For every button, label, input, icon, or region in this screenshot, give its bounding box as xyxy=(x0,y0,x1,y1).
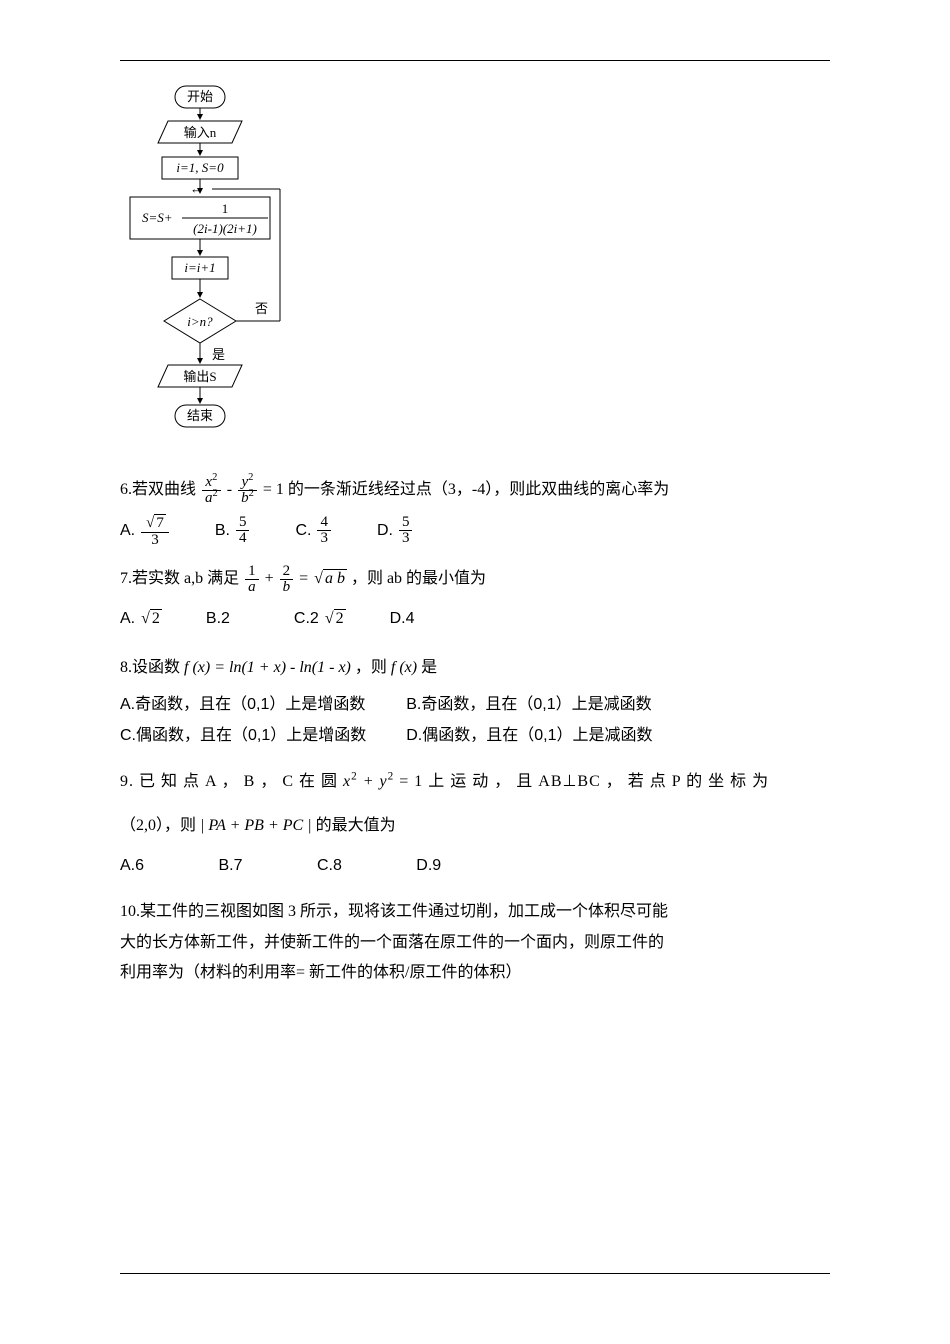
q8-fx: f (x) = ln(1 + x) - ln(1 - x) xyxy=(184,659,351,676)
q10-l3: 利用率为（材料的利用率= 新工件的体积/原工件的体积） xyxy=(120,958,830,988)
q8-fx2: f (x) xyxy=(391,659,417,676)
q9-opt-b: B.7 xyxy=(218,848,242,883)
q7-frac1: 1a xyxy=(245,564,259,595)
flow-step-lhs: S=S+ xyxy=(142,210,173,225)
q6-prefix: 6.若双曲线 xyxy=(120,481,196,498)
q8-opt-b: B.奇函数，且在（0,1）上是减函数 xyxy=(406,690,652,720)
q7-suffix: ，则 ab 的最小值为 xyxy=(351,570,486,587)
bottom-rule xyxy=(120,1273,830,1274)
flow-output: 输出S xyxy=(183,369,216,384)
q6-opt-b: B. 54 xyxy=(215,513,252,548)
q8-opt-d: D.偶函数，且在（0,1）上是减函数 xyxy=(406,721,652,751)
q9-vec: | PA + PB + PC | xyxy=(200,817,312,834)
q7-stem: 7.若实数 a,b 满足 1a + 2b = a b ，则 ab 的最小值为 xyxy=(120,562,830,596)
svg-text:←: ← xyxy=(190,181,203,196)
flow-step-num: 1 xyxy=(222,201,229,216)
q7-options: A. 2 B.2 C.2 2 D.4 xyxy=(120,601,830,636)
q9-opt-a: A.6 xyxy=(120,848,144,883)
q6-opt-c: C. 43 xyxy=(295,513,333,548)
q7-opt-d: D.4 xyxy=(390,601,415,636)
flow-start: 开始 xyxy=(187,89,213,104)
q7-frac2: 2b xyxy=(280,564,294,595)
q8-stem: 8.设函数 f (x) = ln(1 + x) - ln(1 - x) ，则 f… xyxy=(120,651,830,685)
flow-end: 结束 xyxy=(187,408,213,423)
q9-options: A.6 B.7 C.8 D.9 xyxy=(120,848,830,883)
q6-frac2: y2 b2 xyxy=(238,475,257,506)
flow-step-den: (2i-1)(2i+1) xyxy=(193,221,257,236)
q6-stem: 6.若双曲线 x2 a2 - y2 b2 = 1 的一条渐近线经过点（3，-4）… xyxy=(120,473,830,507)
q6-suffix: 的一条渐近线经过点（3，-4），则此双曲线的离心率为 xyxy=(288,481,669,498)
q8-options: A.奇函数，且在（0,1）上是增函数 C.偶函数，且在（0,1）上是增函数 B.… xyxy=(120,690,830,751)
q6-frac1: x2 a2 xyxy=(202,475,221,506)
q7-opt-c: C.2 2 xyxy=(294,601,346,636)
top-rule xyxy=(120,60,830,61)
q7-prefix: 7.若实数 a,b 满足 xyxy=(120,570,239,587)
flow-inc: i=i+1 xyxy=(184,260,215,275)
flow-yes: 是 xyxy=(212,347,225,362)
q6-opt-a: A. 73 xyxy=(120,513,171,548)
q10-l1: 10.某工件的三视图如图 3 所示，现将该工件通过切削，加工成一个体积尽可能 xyxy=(120,897,830,927)
q6-options: A. 73 B. 54 C. 43 D. 53 xyxy=(120,513,830,548)
flow-input: 输入n xyxy=(184,125,217,140)
q6-minus: - xyxy=(227,481,236,498)
q9-opt-d: D.9 xyxy=(416,848,441,883)
q7-sqrt: a b xyxy=(312,562,347,596)
flow-init: i=1, S=0 xyxy=(176,160,224,175)
q10-stem: 10.某工件的三视图如图 3 所示，现将该工件通过切削，加工成一个体积尽可能 大… xyxy=(120,897,830,988)
flow-cond: i>n? xyxy=(187,314,213,329)
q9-opt-c: C.8 xyxy=(317,848,342,883)
flow-no: 否 xyxy=(255,301,268,316)
q9-stem: 9. 已 知 点 A ， B ， C 在 圆 x2 + y2 = 1 上 运 动… xyxy=(120,765,830,799)
q8-opt-a: A.奇函数，且在（0,1）上是增函数 xyxy=(120,690,366,720)
flowchart: 开始 输入n i=1, S=0 ← S=S+ 1 (2i-1)(2i+1) i=… xyxy=(120,81,830,461)
q6-opt-d: D. 53 xyxy=(377,513,415,548)
q7-opt-a: A. 2 xyxy=(120,601,162,636)
q10-l2: 大的长方体新工件，并使新工件的一个面落在原工件的一个面内，则原工件的 xyxy=(120,928,830,958)
q8-opt-c: C.偶函数，且在（0,1）上是增函数 xyxy=(120,721,366,751)
q9-stem-l2: （2,0），则 | PA + PB + PC | 的最大值为 xyxy=(120,809,830,843)
q6-eq: = 1 xyxy=(263,481,284,498)
q7-opt-b: B.2 xyxy=(206,601,230,636)
